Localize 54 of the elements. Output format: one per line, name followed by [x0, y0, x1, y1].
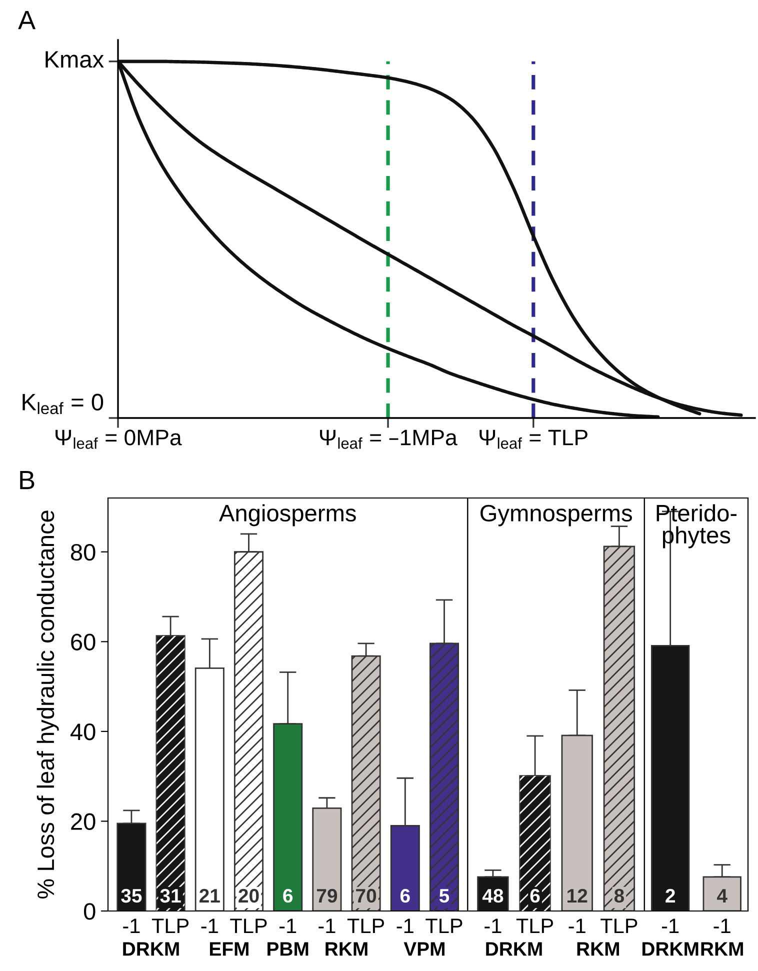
- x-tick-label: -1: [396, 918, 414, 934]
- x-tick-label: -1: [714, 918, 730, 934]
- text: K$_{leaf}$ = 0: [22, 394, 104, 414]
- y-tick-label: 20: [71, 813, 96, 830]
- y-axis-title: % Loss of leaf hydraulic conductance: [36, 510, 59, 899]
- annotation: 79: [316, 888, 338, 903]
- series-label: DRKM: [123, 942, 179, 956]
- series-label: VPM: [404, 942, 444, 956]
- series-label: PBM: [268, 942, 308, 956]
- series-label: RKM: [577, 942, 619, 956]
- x-tick-label: -1: [201, 918, 218, 934]
- chart-subtitle: Gymnosperms: [480, 504, 632, 526]
- chart-subtitle: Angiosperms: [219, 504, 356, 526]
- annotation: 6: [283, 888, 293, 903]
- x-tick-label: -1: [568, 918, 586, 934]
- x-tick-label: TLP: [600, 918, 638, 934]
- annotation: 70: [356, 888, 376, 903]
- y-tick-label: 40: [70, 724, 96, 740]
- x-tick-label: TLP: [230, 918, 267, 934]
- annotation: 12: [568, 888, 588, 902]
- x-tick-label: Ψ$_{leaf}$ = –1MPa: [320, 430, 458, 449]
- x-tick-label: -1: [318, 918, 336, 934]
- series-label: DRKM: [642, 942, 698, 956]
- annotation: 31: [160, 888, 181, 903]
- x-tick-label: Ψ$_{leaf}$ = TLP: [480, 430, 588, 449]
- x-tick-label: TLP: [426, 918, 462, 934]
- chart-title: A: [18, 10, 36, 30]
- x-tick-label: Ψ$_{leaf}$ = 0MPa: [56, 430, 182, 449]
- annotation: 35: [121, 888, 142, 903]
- series-label: RKM: [326, 942, 368, 956]
- annotation: 6: [400, 888, 410, 903]
- series-label: RKM: [701, 942, 743, 956]
- x-tick-label: TLP: [347, 918, 384, 934]
- chart-title: B: [20, 470, 34, 490]
- series-label: DRKM: [486, 942, 542, 956]
- annotation: 2: [666, 888, 675, 902]
- annotation: 20: [238, 888, 259, 903]
- annotation: 4: [717, 889, 728, 902]
- annotation: 21: [200, 888, 220, 902]
- x-tick-label: -1: [123, 918, 140, 934]
- annotation: 8: [614, 888, 624, 903]
- x-tick-label: -1: [484, 918, 502, 934]
- annotation: 5: [439, 889, 450, 903]
- annotation: 6: [530, 888, 540, 903]
- series-label: EFM: [210, 942, 248, 956]
- y-tick-label: 60: [71, 634, 96, 650]
- y-tick-label: 80: [70, 544, 96, 561]
- x-tick-label: -1: [280, 918, 296, 934]
- annotation: 48: [482, 888, 504, 903]
- y-tick-label: 0: [84, 903, 96, 920]
- x-tick-label: -1: [662, 918, 679, 934]
- x-tick-label: TLP: [516, 918, 554, 934]
- text: Kmax: [46, 51, 104, 68]
- x-tick-label: TLP: [152, 918, 189, 934]
